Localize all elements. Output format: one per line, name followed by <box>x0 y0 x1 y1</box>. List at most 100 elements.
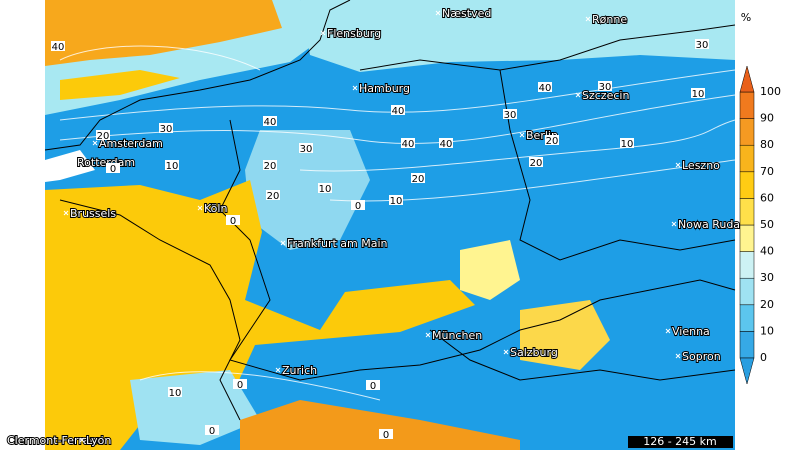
legend-label: 60 <box>760 191 774 204</box>
city-label: Rotterdam <box>77 156 135 169</box>
city-marker <box>352 85 358 91</box>
isoline <box>299 119 736 172</box>
region <box>45 0 282 66</box>
contour-label-box <box>538 82 552 92</box>
legend-band <box>739 277 755 306</box>
city-marker <box>0 437 6 443</box>
contour-label: 30 <box>696 40 709 51</box>
city-marker <box>70 159 76 165</box>
city-marker <box>320 30 326 36</box>
city-marker <box>665 328 671 334</box>
city-label: Hamburg <box>359 82 410 95</box>
city-label: Lyon <box>86 434 111 447</box>
contour-label-box <box>389 195 403 205</box>
contour-label: 20 <box>412 174 425 185</box>
city-label: Vienna <box>672 325 710 338</box>
contour-label-box <box>226 215 240 225</box>
border <box>59 199 241 421</box>
contour-label-box <box>96 130 110 140</box>
contour-label-box <box>318 183 332 193</box>
legend-band <box>739 251 755 279</box>
city-marker <box>425 332 431 338</box>
contour-label: 0 <box>370 381 376 392</box>
contour-label-box <box>51 41 65 51</box>
city-marker <box>675 162 681 168</box>
legend-label: 90 <box>760 112 774 125</box>
legend-band <box>739 224 755 252</box>
contour-label-box <box>401 138 415 148</box>
contour-label: 0 <box>209 426 215 437</box>
contour-label-box <box>205 425 219 435</box>
city-marker <box>519 132 525 138</box>
contour-label-box <box>106 163 120 173</box>
legend-label: 100 <box>760 85 781 98</box>
contour-label-box <box>351 200 365 210</box>
contour-label-box <box>266 190 280 200</box>
contour-label: 0 <box>230 216 236 227</box>
contour-label-box <box>299 143 313 153</box>
contour-label: 30 <box>300 144 313 155</box>
region <box>60 70 180 100</box>
contour-label: 10 <box>319 184 332 195</box>
region <box>520 300 610 370</box>
city-marker <box>275 367 281 373</box>
legend-label: 70 <box>760 165 774 178</box>
region <box>240 400 520 450</box>
city-marker <box>675 353 681 359</box>
contour-label: 0 <box>383 430 389 441</box>
contour-label-box <box>598 81 612 91</box>
contour-label-box <box>165 160 179 170</box>
city-label: Næstved <box>442 7 491 20</box>
contour-label-box <box>168 387 182 397</box>
city-marker <box>63 210 69 216</box>
legend-label: 10 <box>760 324 774 337</box>
coastline <box>359 24 736 71</box>
city-label: Szczecin <box>582 89 629 102</box>
legend-label: 40 <box>760 245 774 258</box>
city-label: Rønne <box>592 13 627 26</box>
legend-band <box>739 91 755 119</box>
city-label: Leszno <box>682 159 720 172</box>
contour-label-box <box>233 379 247 389</box>
city-marker <box>92 140 98 146</box>
contour-label: 20 <box>530 158 543 169</box>
contour-label: 40 <box>440 139 453 150</box>
contour-label: 30 <box>160 124 173 135</box>
region <box>0 150 95 188</box>
labels: Næstved Rønne Flensburg Hamburg Szczecin Amst… <box>0 6 741 448</box>
contour-label: 0 <box>237 380 243 391</box>
legend-band <box>739 144 755 173</box>
region <box>130 370 260 445</box>
city-label: Amsterdam <box>99 137 163 150</box>
legend-band <box>739 304 755 332</box>
contour-label: 20 <box>264 161 277 172</box>
contour-label: 20 <box>267 191 280 202</box>
contour-label: 30 <box>599 82 612 93</box>
city-label: Clermont-Ferrand <box>7 434 104 447</box>
isoline <box>59 45 261 71</box>
contour-label: 40 <box>402 139 415 150</box>
city-marker <box>585 16 591 22</box>
contour-label: 10 <box>390 196 403 207</box>
coastline <box>44 0 351 151</box>
city-marker <box>280 240 286 246</box>
city-label: Frankfurt am Main <box>287 237 388 250</box>
city-marker <box>671 221 677 227</box>
city-label: Köln <box>204 202 227 215</box>
isoline <box>139 371 381 401</box>
contour-label: 30 <box>504 110 517 121</box>
contour-label: 40 <box>52 42 65 53</box>
contour-label-box <box>503 109 517 119</box>
legend-label: 20 <box>760 298 774 311</box>
legend-band <box>739 198 755 226</box>
contour-label-box <box>691 88 705 98</box>
legend-band <box>739 171 755 199</box>
contour-label: 10 <box>692 89 705 100</box>
contour-label-box <box>391 105 405 115</box>
border <box>429 329 736 381</box>
contour-label: 10 <box>621 139 634 150</box>
legend-arrow <box>739 65 755 93</box>
city-marker <box>435 10 441 16</box>
region <box>300 0 735 72</box>
